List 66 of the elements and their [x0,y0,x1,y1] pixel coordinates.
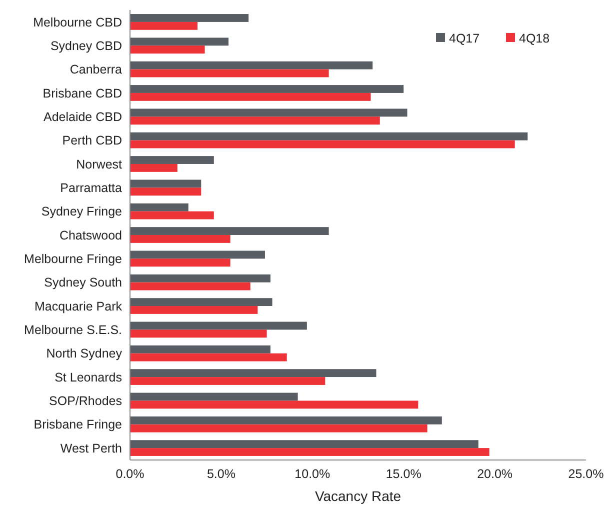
legend-label: 4Q18 [519,31,550,46]
y-tick-label: Sydney CBD [50,39,122,53]
bar [130,85,404,93]
y-tick-label: Macquarie Park [34,299,123,314]
bar [130,400,418,409]
y-tick-label: Melbourne S.E.S. [24,323,122,338]
bar [130,322,307,330]
x-axis-title: Vacancy Rate [314,488,402,504]
y-tick-label: Melbourne Fringe [24,252,122,266]
bar [130,211,214,220]
bar [130,235,230,243]
bar [130,116,380,125]
y-tick-label: Brisbane Fringe [34,418,122,432]
bar [130,440,478,448]
bar [130,369,376,378]
y-tick-label: Canberra [70,62,122,77]
bar [130,140,515,148]
bar [130,330,267,338]
bar [130,377,326,385]
bar [130,274,270,282]
bar [130,38,228,46]
bar [130,306,258,314]
x-tick-label: 5.0% [206,467,236,481]
bar [130,282,250,290]
bar [130,61,373,70]
x-tick-label: 20.0% [477,467,513,481]
bar [130,203,188,212]
x-tick-label: 0.0% [116,467,144,481]
x-tick-label: 10.0% [294,467,330,481]
legend-label: 4Q17 [449,31,480,46]
y-tick-label: North Sydney [46,346,123,361]
bar [130,92,371,101]
y-tick-label: Adelaide CBD [43,110,122,124]
bar [130,227,329,235]
bar [130,416,442,424]
bar [130,69,329,78]
y-tick-label: SOP/Rhodes [49,394,122,408]
bar [130,353,287,362]
y-tick-label: Perth CBD [62,134,122,148]
y-tick-label: West Perth [60,441,122,456]
bar [130,164,178,172]
bar [130,424,428,432]
y-tick-label: Sydney Fringe [41,204,122,219]
bar [130,250,265,259]
y-tick-label: Brisbane CBD [42,86,122,100]
x-tick-label: 25.0% [568,467,604,481]
bar [130,156,214,164]
bar [130,448,490,456]
y-tick-label: Sydney South [44,276,122,290]
bar [130,14,249,22]
bar [130,345,270,354]
bar [130,258,230,267]
bar [130,46,205,54]
bar [130,132,528,140]
y-tick-label: St Leonards [54,370,122,384]
bar [130,108,408,117]
x-tick-label: 15.0% [386,467,422,481]
bar [130,392,298,401]
bar [130,22,198,30]
bar [130,180,202,188]
y-tick-label: Norwest [76,157,123,172]
y-tick-label: Chatswood [59,228,122,242]
bar [130,298,272,306]
y-tick-label: Melbourne CBD [33,15,122,30]
bar [130,188,202,196]
y-tick-label: Parramatta [60,181,122,196]
